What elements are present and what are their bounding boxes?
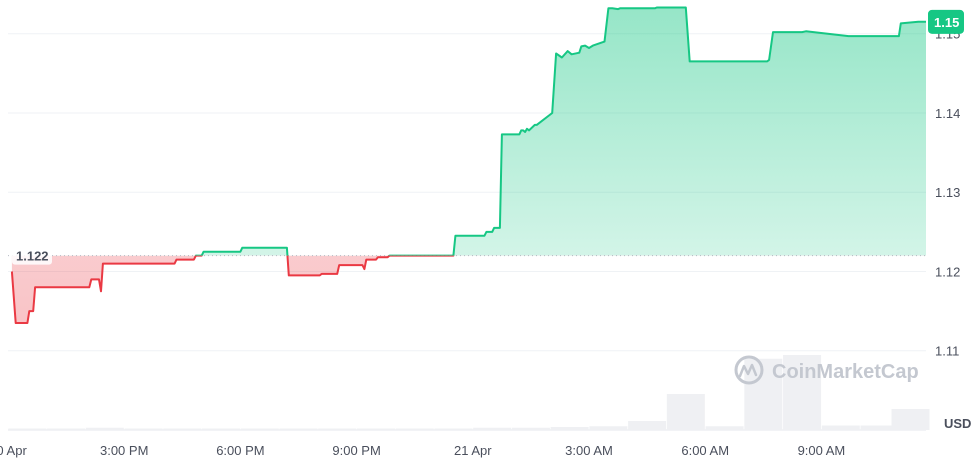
volume-bar (628, 421, 667, 430)
y-tick-label: 1.14 (935, 106, 960, 121)
volume-bar (666, 394, 705, 430)
y-tick-label: 1.13 (935, 185, 960, 200)
volume-bar (318, 428, 357, 430)
y-tick-label: 1.12 (935, 264, 960, 279)
volume-bar (163, 428, 202, 430)
coinmarketcap-logo-icon (734, 355, 764, 385)
volume-bar (473, 427, 512, 430)
volume-bars (8, 355, 930, 430)
volume-bar (85, 427, 124, 430)
x-tick-label: 9:00 AM (798, 443, 846, 458)
volume-bar (589, 426, 628, 430)
x-tick-label: 3:00 PM (100, 443, 148, 458)
current-price-badge: 1.15 (928, 9, 964, 34)
x-tick-label: 3:00 AM (565, 443, 613, 458)
baseline-label: 1.122 (12, 246, 52, 265)
x-tick-label: 21 Apr (454, 443, 492, 458)
volume-bar (395, 428, 434, 430)
coinmarketcap-watermark: CoinMarketCap (734, 355, 919, 385)
price-line-down (10, 255, 455, 324)
volume-bar (511, 427, 550, 430)
y-tick-label: 1.11 (935, 344, 959, 359)
volume-bar (891, 409, 930, 430)
volume-bar (860, 425, 899, 430)
volume-bar (705, 426, 744, 430)
area-below-baseline (11, 255, 390, 323)
volume-bar (202, 428, 241, 430)
current-price-value: 1.15 (934, 15, 959, 30)
volume-bar (434, 428, 473, 430)
volume-bar (240, 428, 279, 430)
volume-bar (550, 427, 589, 430)
x-tick-label: 6:00 PM (216, 443, 264, 458)
watermark-text: CoinMarketCap (772, 361, 919, 383)
price-area (11, 7, 926, 323)
x-tick-label: 9:00 PM (332, 443, 380, 458)
x-tick-label: 20 Apr (0, 443, 27, 458)
volume-bar (356, 428, 395, 430)
x-axis: 20 Apr 3:00 PM 6:00 PM 9:00 PM 21 Apr 3:00 AM… (0, 443, 845, 458)
baseline-value: 1.122 (16, 249, 49, 264)
volume-bar (8, 428, 47, 430)
price-line-up (194, 6, 926, 256)
x-tick-label: 6:00 AM (681, 443, 729, 458)
volume-bar (47, 428, 86, 430)
price-line (10, 6, 926, 324)
area-above-baseline (11, 7, 926, 256)
volume-bar (279, 428, 318, 430)
volume-bar (783, 355, 822, 430)
y-axis: 1.111.121.131.141.15 (935, 27, 960, 359)
volume-bar (124, 428, 163, 430)
volume-bar (821, 425, 860, 430)
currency-label: USD (944, 416, 971, 431)
